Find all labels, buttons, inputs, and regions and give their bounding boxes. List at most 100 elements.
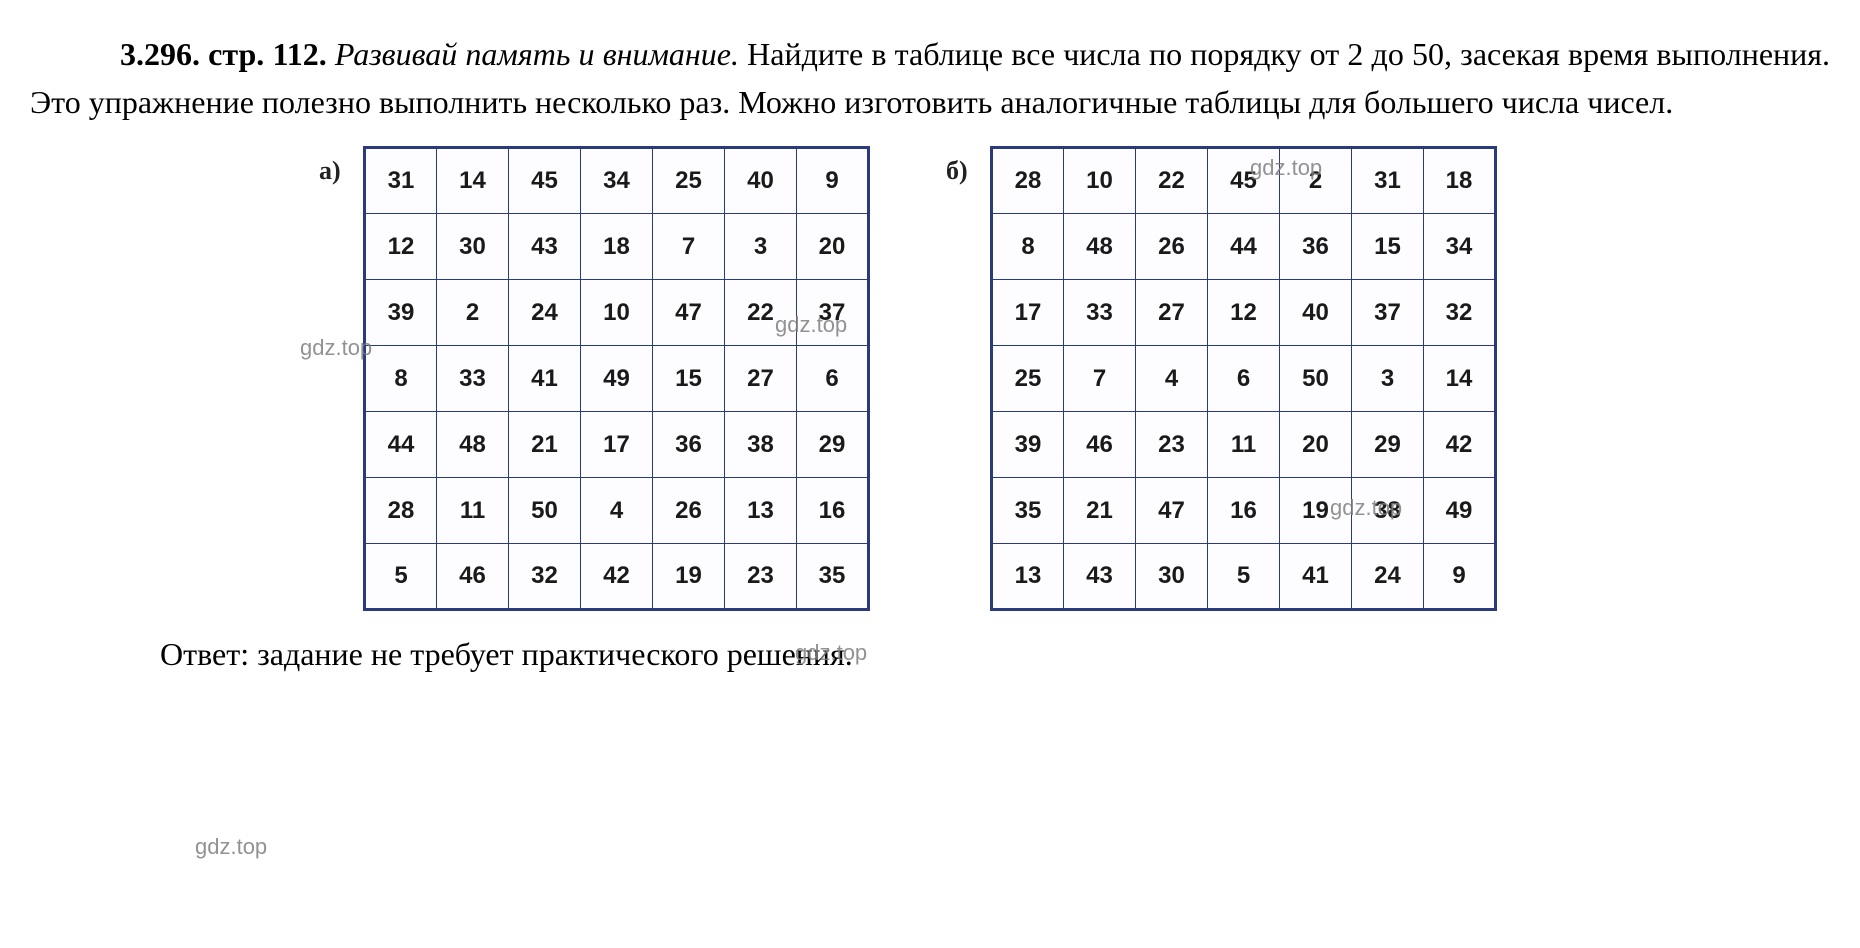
table-cell: 42 <box>1424 412 1496 478</box>
table-a-block: а) 3114453425409123043187320392241047223… <box>363 146 870 611</box>
table-cell: 41 <box>1280 544 1352 610</box>
answer-label: Ответ: <box>160 636 249 672</box>
table-cell: 42 <box>581 544 653 610</box>
table-cell: 28 <box>992 148 1064 214</box>
table-cell: 21 <box>509 412 581 478</box>
table-row: 8482644361534 <box>992 214 1496 280</box>
page-ref: стр. 112. <box>208 36 327 72</box>
table-cell: 7 <box>653 214 725 280</box>
table-cell: 36 <box>653 412 725 478</box>
table-cell: 12 <box>365 214 437 280</box>
table-cell: 24 <box>509 280 581 346</box>
tables-container: а) 3114453425409123043187320392241047223… <box>30 146 1830 611</box>
table-cell: 39 <box>992 412 1064 478</box>
table-cell: 40 <box>1280 280 1352 346</box>
table-cell: 34 <box>581 148 653 214</box>
table-cell: 47 <box>1136 478 1208 544</box>
table-cell: 10 <box>581 280 653 346</box>
table-cell: 16 <box>797 478 869 544</box>
table-cell: 49 <box>1424 478 1496 544</box>
table-cell: 3 <box>1352 346 1424 412</box>
table-row: 35214716193849 <box>992 478 1496 544</box>
table-a: 3114453425409123043187320392241047223783… <box>363 146 870 611</box>
table-cell: 36 <box>1280 214 1352 280</box>
table-cell: 10 <box>1064 148 1136 214</box>
table-cell: 25 <box>992 346 1064 412</box>
table-cell: 17 <box>992 280 1064 346</box>
table-cell: 16 <box>1208 478 1280 544</box>
table-row: 3922410472237 <box>365 280 869 346</box>
exercise-title: Развивай память и внимание. <box>335 36 739 72</box>
table-cell: 26 <box>653 478 725 544</box>
table-cell: 44 <box>365 412 437 478</box>
table-cell: 14 <box>1424 346 1496 412</box>
table-row: 39462311202942 <box>992 412 1496 478</box>
table-cell: 33 <box>1064 280 1136 346</box>
table-cell: 19 <box>653 544 725 610</box>
table-cell: 39 <box>365 280 437 346</box>
table-cell: 24 <box>1352 544 1424 610</box>
table-cell: 38 <box>725 412 797 478</box>
table-cell: 29 <box>1352 412 1424 478</box>
table-cell: 49 <box>581 346 653 412</box>
table-row: 5463242192335 <box>365 544 869 610</box>
table-cell: 33 <box>437 346 509 412</box>
table-a-label: а) <box>319 156 341 186</box>
table-row: 3114453425409 <box>365 148 869 214</box>
table-cell: 20 <box>797 214 869 280</box>
table-cell: 7 <box>1064 346 1136 412</box>
exercise-number: 3.296. <box>120 36 200 72</box>
table-cell: 35 <box>992 478 1064 544</box>
table-cell: 4 <box>1136 346 1208 412</box>
table-cell: 4 <box>581 478 653 544</box>
table-cell: 2 <box>437 280 509 346</box>
table-row: 2574650314 <box>992 346 1496 412</box>
table-cell: 15 <box>1352 214 1424 280</box>
table-cell: 11 <box>1208 412 1280 478</box>
table-cell: 19 <box>1280 478 1352 544</box>
table-cell: 20 <box>1280 412 1352 478</box>
table-cell: 25 <box>653 148 725 214</box>
table-cell: 46 <box>437 544 509 610</box>
table-cell: 2 <box>1280 148 1352 214</box>
table-cell: 38 <box>1352 478 1424 544</box>
exercise-paragraph: 3.296. стр. 112. Развивай память и внима… <box>30 30 1830 126</box>
table-cell: 45 <box>1208 148 1280 214</box>
table-cell: 30 <box>1136 544 1208 610</box>
table-cell: 35 <box>797 544 869 610</box>
table-cell: 22 <box>725 280 797 346</box>
table-cell: 12 <box>1208 280 1280 346</box>
table-b-block: б) 2810224523118848264436153417332712403… <box>990 146 1497 611</box>
table-row: 2810224523118 <box>992 148 1496 214</box>
table-cell: 41 <box>509 346 581 412</box>
table-cell: 6 <box>1208 346 1280 412</box>
table-cell: 47 <box>653 280 725 346</box>
table-cell: 31 <box>365 148 437 214</box>
table-cell: 3 <box>725 214 797 280</box>
table-cell: 45 <box>509 148 581 214</box>
table-cell: 32 <box>509 544 581 610</box>
table-cell: 15 <box>653 346 725 412</box>
table-cell: 37 <box>797 280 869 346</box>
table-cell: 18 <box>1424 148 1496 214</box>
watermark: gdz.top <box>195 834 267 860</box>
table-cell: 34 <box>1424 214 1496 280</box>
table-cell: 27 <box>1136 280 1208 346</box>
table-cell: 6 <box>797 346 869 412</box>
table-cell: 44 <box>1208 214 1280 280</box>
table-row: 134330541249 <box>992 544 1496 610</box>
table-cell: 17 <box>581 412 653 478</box>
table-row: 17332712403732 <box>992 280 1496 346</box>
table-cell: 14 <box>437 148 509 214</box>
table-cell: 5 <box>365 544 437 610</box>
table-row: 2811504261316 <box>365 478 869 544</box>
table-cell: 43 <box>1064 544 1136 610</box>
table-cell: 46 <box>1064 412 1136 478</box>
table-cell: 11 <box>437 478 509 544</box>
table-cell: 21 <box>1064 478 1136 544</box>
table-cell: 13 <box>992 544 1064 610</box>
table-cell: 26 <box>1136 214 1208 280</box>
table-cell: 18 <box>581 214 653 280</box>
table-b: 2810224523118848264436153417332712403732… <box>990 146 1497 611</box>
table-cell: 32 <box>1424 280 1496 346</box>
